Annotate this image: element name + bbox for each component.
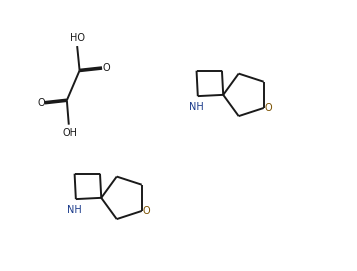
Text: O: O [264, 103, 272, 113]
Text: OH: OH [63, 128, 78, 138]
Text: O: O [142, 206, 150, 216]
Text: NH: NH [67, 205, 82, 215]
Text: NH: NH [189, 102, 204, 112]
Text: O: O [102, 63, 110, 73]
Text: O: O [37, 98, 45, 108]
Text: HO: HO [70, 33, 85, 43]
